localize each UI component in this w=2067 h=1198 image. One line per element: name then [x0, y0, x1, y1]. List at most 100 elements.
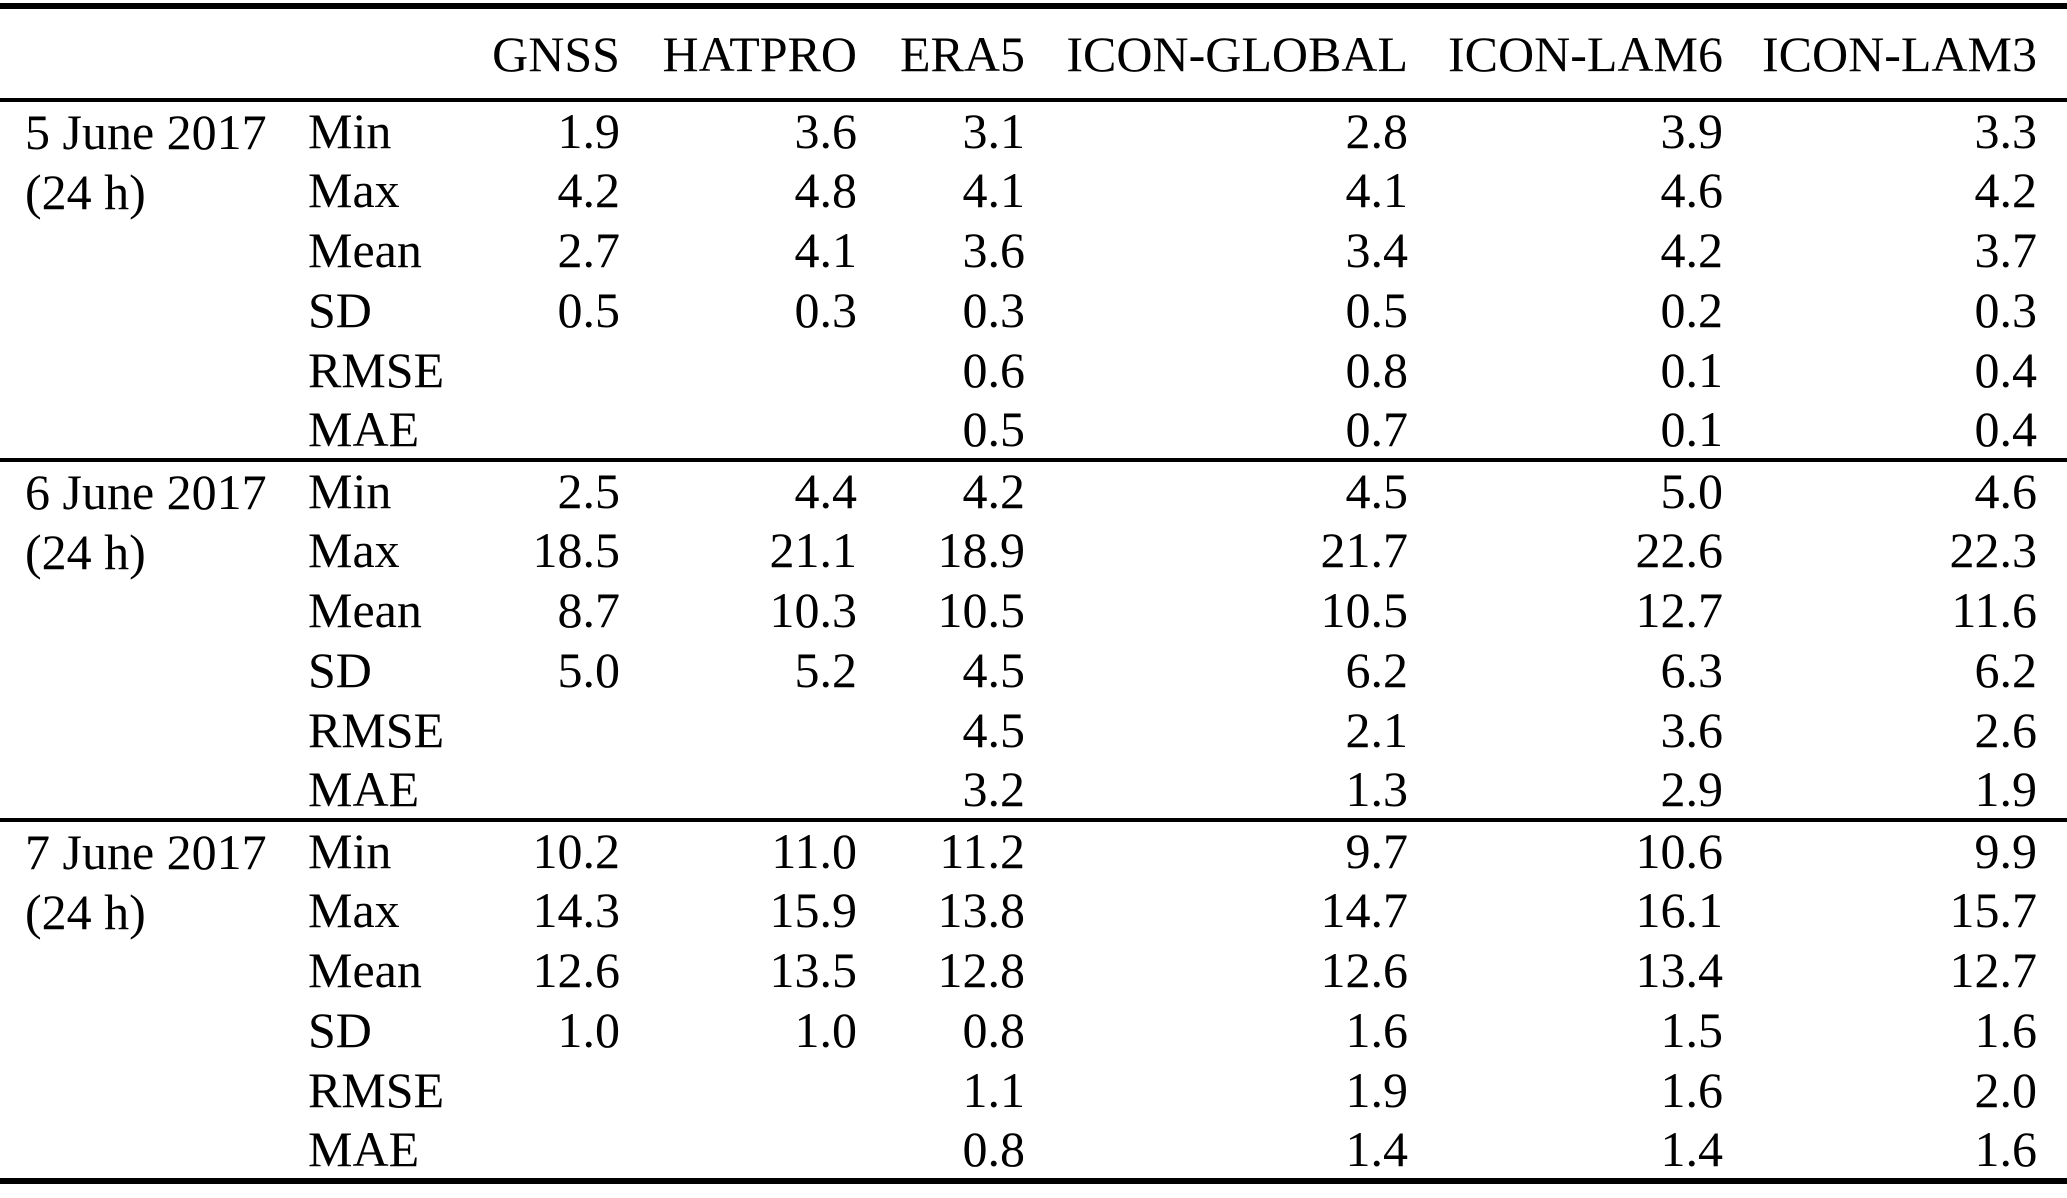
value-cell: 2.0: [1974, 1062, 2038, 1118]
value-cell: 4.2: [962, 463, 1026, 519]
value-cell: 12.7: [1635, 582, 1724, 638]
stat-label: MAE: [308, 401, 420, 457]
table-row: 5 June 2017 (24 h) Min 1.9 3.6 3.1 2.8 3…: [0, 100, 2067, 220]
table-row: Max 18.5 21.1 18.9 21.7 22.6 22.3: [0, 520, 2067, 580]
value-cell: [468, 760, 620, 820]
value-cell: 0.5: [1345, 282, 1409, 338]
stat-label: Max: [308, 162, 400, 218]
value-cell: 2.7: [557, 222, 621, 278]
table-row: SD 5.0 5.2 4.5 6.2 6.3 6.2: [0, 640, 2067, 700]
value-cell: 3.1: [962, 103, 1026, 159]
value-cell: 4.1: [794, 222, 858, 278]
table-row: Max 4.2 4.8 4.1 4.1 4.6 4.2: [0, 160, 2067, 220]
value-cell: 4.1: [962, 162, 1026, 218]
value-cell: 3.6: [1660, 702, 1724, 758]
value-cell: 4.1: [1345, 162, 1409, 218]
value-cell: 0.3: [1974, 282, 2038, 338]
table-row: MAE 0.5 0.7 0.1 0.4: [0, 400, 2067, 460]
value-cell: 5.2: [794, 642, 858, 698]
stat-label: RMSE: [308, 342, 445, 398]
value-cell: 10.3: [769, 582, 858, 638]
value-cell: 21.1: [769, 522, 858, 578]
table-row: 6 June 2017 (24 h) Min 2.5 4.4 4.2 4.5 5…: [0, 460, 2067, 580]
value-cell: 13.8: [937, 882, 1026, 938]
value-cell: 4.8: [794, 162, 858, 218]
row-spacer: [2037, 1120, 2067, 1181]
value-cell: 14.7: [1320, 882, 1409, 938]
value-cell: 4.6: [1974, 463, 2038, 519]
value-cell: [468, 1120, 620, 1181]
value-cell: 0.4: [1974, 342, 2038, 398]
value-cell: 6.2: [1345, 642, 1409, 698]
row-spacer: [2037, 820, 2067, 880]
value-cell: 6.2: [1974, 642, 2038, 698]
value-cell: [620, 400, 857, 460]
value-cell: 0.3: [794, 282, 858, 338]
value-cell: 5.0: [557, 642, 621, 698]
table-row: RMSE 4.5 2.1 3.6 2.6: [0, 700, 2067, 760]
value-cell: 4.5: [962, 702, 1026, 758]
row-spacer: [2037, 700, 2067, 760]
column-header-icon-lam3: ICON-LAM3: [1762, 25, 2037, 82]
stat-label: Max: [308, 522, 400, 578]
stat-label: MAE: [308, 1121, 420, 1177]
stat-label: SD: [308, 642, 372, 698]
value-cell: 0.1: [1660, 342, 1724, 398]
table-row: SD 1.0 1.0 0.8 1.6 1.5 1.6: [0, 1000, 2067, 1060]
value-cell: 1.4: [1660, 1121, 1724, 1177]
value-cell: 9.7: [1345, 823, 1409, 879]
stat-label: Min: [308, 103, 392, 159]
value-cell: 3.3: [1974, 103, 2038, 159]
value-cell: 12.6: [532, 942, 621, 998]
value-cell: 13.5: [769, 942, 858, 998]
value-cell: 5.0: [1660, 463, 1724, 519]
value-cell: 3.4: [1345, 222, 1409, 278]
column-header-era5: ERA5: [900, 25, 1025, 82]
table-row: MAE 0.8 1.4 1.4 1.6: [0, 1120, 2067, 1181]
section-5-june-2017: 5 June 2017 (24 h) Min 1.9 3.6 3.1 2.8 3…: [0, 100, 2067, 460]
value-cell: 10.6: [1635, 823, 1724, 879]
value-cell: [620, 1060, 857, 1120]
value-cell: 4.6: [1660, 162, 1724, 218]
value-cell: 0.5: [962, 401, 1026, 457]
value-cell: 1.6: [1974, 1002, 2038, 1058]
value-cell: 0.8: [962, 1121, 1026, 1177]
value-cell: 18.5: [532, 522, 621, 578]
value-cell: 4.5: [962, 642, 1026, 698]
value-cell: 2.6: [1974, 702, 2038, 758]
value-cell: 12.6: [1320, 942, 1409, 998]
value-cell: 15.9: [769, 882, 858, 938]
value-cell: 0.3: [962, 282, 1026, 338]
row-spacer: [2037, 640, 2067, 700]
value-cell: [468, 1060, 620, 1120]
column-header-icon-global: ICON-GLOBAL: [1066, 25, 1408, 82]
value-cell: 3.2: [962, 761, 1026, 817]
value-cell: 1.0: [794, 1002, 858, 1058]
date-label: 7 June 2017: [25, 824, 267, 880]
value-cell: [620, 700, 857, 760]
value-cell: [468, 400, 620, 460]
value-cell: 21.7: [1320, 522, 1409, 578]
header-spacer-date: [0, 6, 308, 100]
stat-label: SD: [308, 282, 372, 338]
row-spacer: [2037, 100, 2067, 160]
row-spacer: [2037, 880, 2067, 940]
value-cell: 16.1: [1635, 882, 1724, 938]
value-cell: 10.5: [1320, 582, 1409, 638]
value-cell: 2.8: [1345, 103, 1409, 159]
stat-label: Min: [308, 463, 392, 519]
value-cell: 10.5: [937, 582, 1026, 638]
value-cell: 0.6: [962, 342, 1026, 398]
duration-label: (24 h): [25, 884, 146, 940]
value-cell: 11.0: [771, 823, 857, 879]
value-cell: 0.1: [1660, 401, 1724, 457]
value-cell: 1.6: [1660, 1062, 1724, 1118]
table-row: 7 June 2017 (24 h) Min 10.2 11.0 11.2 9.…: [0, 820, 2067, 940]
value-cell: [620, 760, 857, 820]
row-spacer: [2037, 280, 2067, 340]
value-cell: 8.7: [557, 582, 621, 638]
value-cell: 4.2: [1974, 162, 2038, 218]
value-cell: 0.4: [1974, 401, 2038, 457]
value-cell: 12.7: [1949, 942, 2038, 998]
row-spacer: [2037, 400, 2067, 460]
